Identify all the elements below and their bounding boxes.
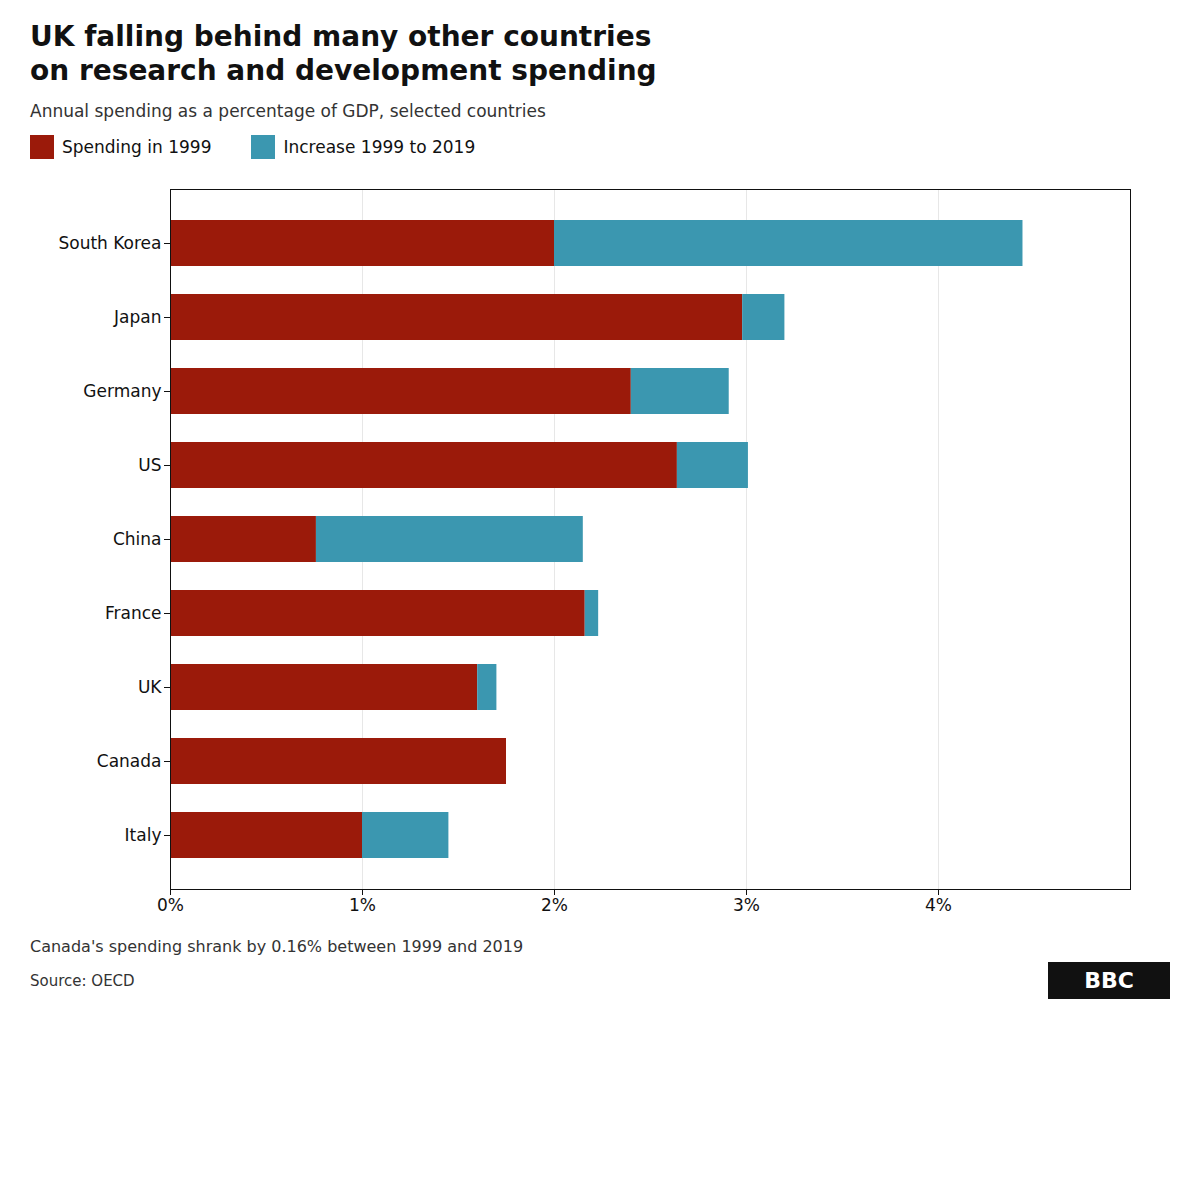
svg-text:Italy: Italy [125,825,162,845]
svg-text:Germany: Germany [83,381,161,401]
svg-text:France: France [105,603,162,623]
html-text:Canada's spending shrank by 0.: Canada's spending shrank by 0.16% betwee… [30,937,524,957]
html-text:Source: OECD: Source: OECD [30,971,135,990]
svg-text:US: US [138,455,161,475]
html-text:UK falling behind many other c: UK falling behind many other countries o… [30,20,657,87]
svg-text:1%: 1% [349,895,376,915]
html-text:Increase 1999 to 2019: Increase 1999 to 2019 [283,137,476,158]
svg-text:South Korea: South Korea [58,233,161,253]
html-text:BBC: BBC [1084,968,1134,994]
svg-text:3%: 3% [733,895,760,915]
svg-text:2%: 2% [541,895,568,915]
svg-text:Canada: Canada [97,751,162,771]
html-text:Spending in 1999: Spending in 1999 [62,137,212,158]
svg-text:4%: 4% [925,895,952,915]
html-text:Annual spending as a percentag: Annual spending as a percentage of GDP, … [30,101,546,122]
svg-text:Japan: Japan [113,307,161,327]
svg-text:0%: 0% [157,895,184,915]
svg-text:UK: UK [138,677,162,697]
svg-text:China: China [113,529,162,549]
